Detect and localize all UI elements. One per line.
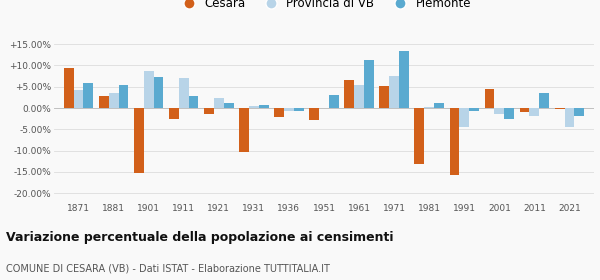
Text: Variazione percentuale della popolazione ai censimenti: Variazione percentuale della popolazione… bbox=[6, 231, 394, 244]
Text: COMUNE DI CESARA (VB) - Dati ISTAT - Elaborazione TUTTITALIA.IT: COMUNE DI CESARA (VB) - Dati ISTAT - Ela… bbox=[6, 263, 330, 273]
Bar bbox=[169, 108, 179, 119]
Bar bbox=[274, 108, 284, 117]
Bar bbox=[485, 89, 494, 108]
Bar bbox=[565, 108, 574, 127]
Bar bbox=[354, 85, 364, 108]
Bar bbox=[389, 76, 399, 108]
Bar bbox=[134, 108, 144, 173]
Bar bbox=[344, 80, 354, 108]
Bar bbox=[294, 108, 304, 111]
Bar bbox=[179, 78, 188, 108]
Bar bbox=[204, 108, 214, 115]
Bar bbox=[214, 98, 224, 108]
Bar bbox=[504, 108, 514, 119]
Bar bbox=[224, 103, 233, 108]
Bar bbox=[109, 93, 119, 108]
Bar bbox=[434, 103, 444, 108]
Bar bbox=[99, 96, 109, 108]
Bar bbox=[188, 96, 199, 108]
Bar bbox=[364, 60, 374, 108]
Bar bbox=[83, 83, 93, 108]
Bar bbox=[555, 108, 565, 109]
Bar bbox=[469, 108, 479, 111]
Bar bbox=[284, 108, 294, 111]
Bar bbox=[144, 71, 154, 108]
Bar bbox=[64, 68, 74, 108]
Bar bbox=[574, 108, 584, 116]
Legend: Cesara, Provincia di VB, Piemonte: Cesara, Provincia di VB, Piemonte bbox=[172, 0, 476, 15]
Bar bbox=[259, 105, 269, 108]
Bar bbox=[329, 95, 339, 108]
Bar bbox=[154, 76, 163, 108]
Bar bbox=[309, 108, 319, 120]
Bar bbox=[239, 108, 249, 152]
Bar bbox=[415, 108, 424, 164]
Bar bbox=[119, 85, 128, 108]
Bar bbox=[424, 107, 434, 108]
Bar bbox=[529, 108, 539, 116]
Bar bbox=[399, 52, 409, 108]
Bar bbox=[74, 90, 83, 108]
Bar bbox=[460, 108, 469, 127]
Bar bbox=[494, 108, 504, 115]
Bar bbox=[249, 106, 259, 108]
Bar bbox=[379, 86, 389, 108]
Bar bbox=[449, 108, 460, 175]
Bar bbox=[539, 93, 549, 108]
Bar bbox=[520, 108, 529, 112]
